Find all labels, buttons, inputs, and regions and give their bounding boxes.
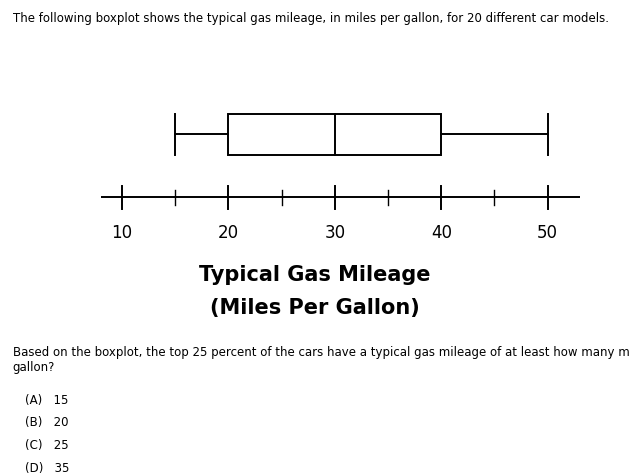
Text: The following boxplot shows the typical gas mileage, in miles per gallon, for 20: The following boxplot shows the typical … bbox=[13, 12, 609, 25]
Text: (D)   35: (D) 35 bbox=[25, 461, 69, 474]
Text: 30: 30 bbox=[324, 224, 345, 242]
Text: 10: 10 bbox=[112, 224, 133, 242]
Text: 20: 20 bbox=[218, 224, 239, 242]
Text: 50: 50 bbox=[537, 224, 558, 242]
Text: (C)   25: (C) 25 bbox=[25, 438, 69, 451]
Text: Based on the boxplot, the top 25 percent of the cars have a typical gas mileage : Based on the boxplot, the top 25 percent… bbox=[13, 345, 630, 373]
Text: Typical Gas Mileage: Typical Gas Mileage bbox=[199, 264, 431, 284]
Bar bbox=[229, 115, 441, 155]
Text: (A)   15: (A) 15 bbox=[25, 393, 69, 406]
Text: 40: 40 bbox=[431, 224, 452, 242]
Text: (Miles Per Gallon): (Miles Per Gallon) bbox=[210, 298, 420, 317]
Text: (B)   20: (B) 20 bbox=[25, 416, 69, 428]
